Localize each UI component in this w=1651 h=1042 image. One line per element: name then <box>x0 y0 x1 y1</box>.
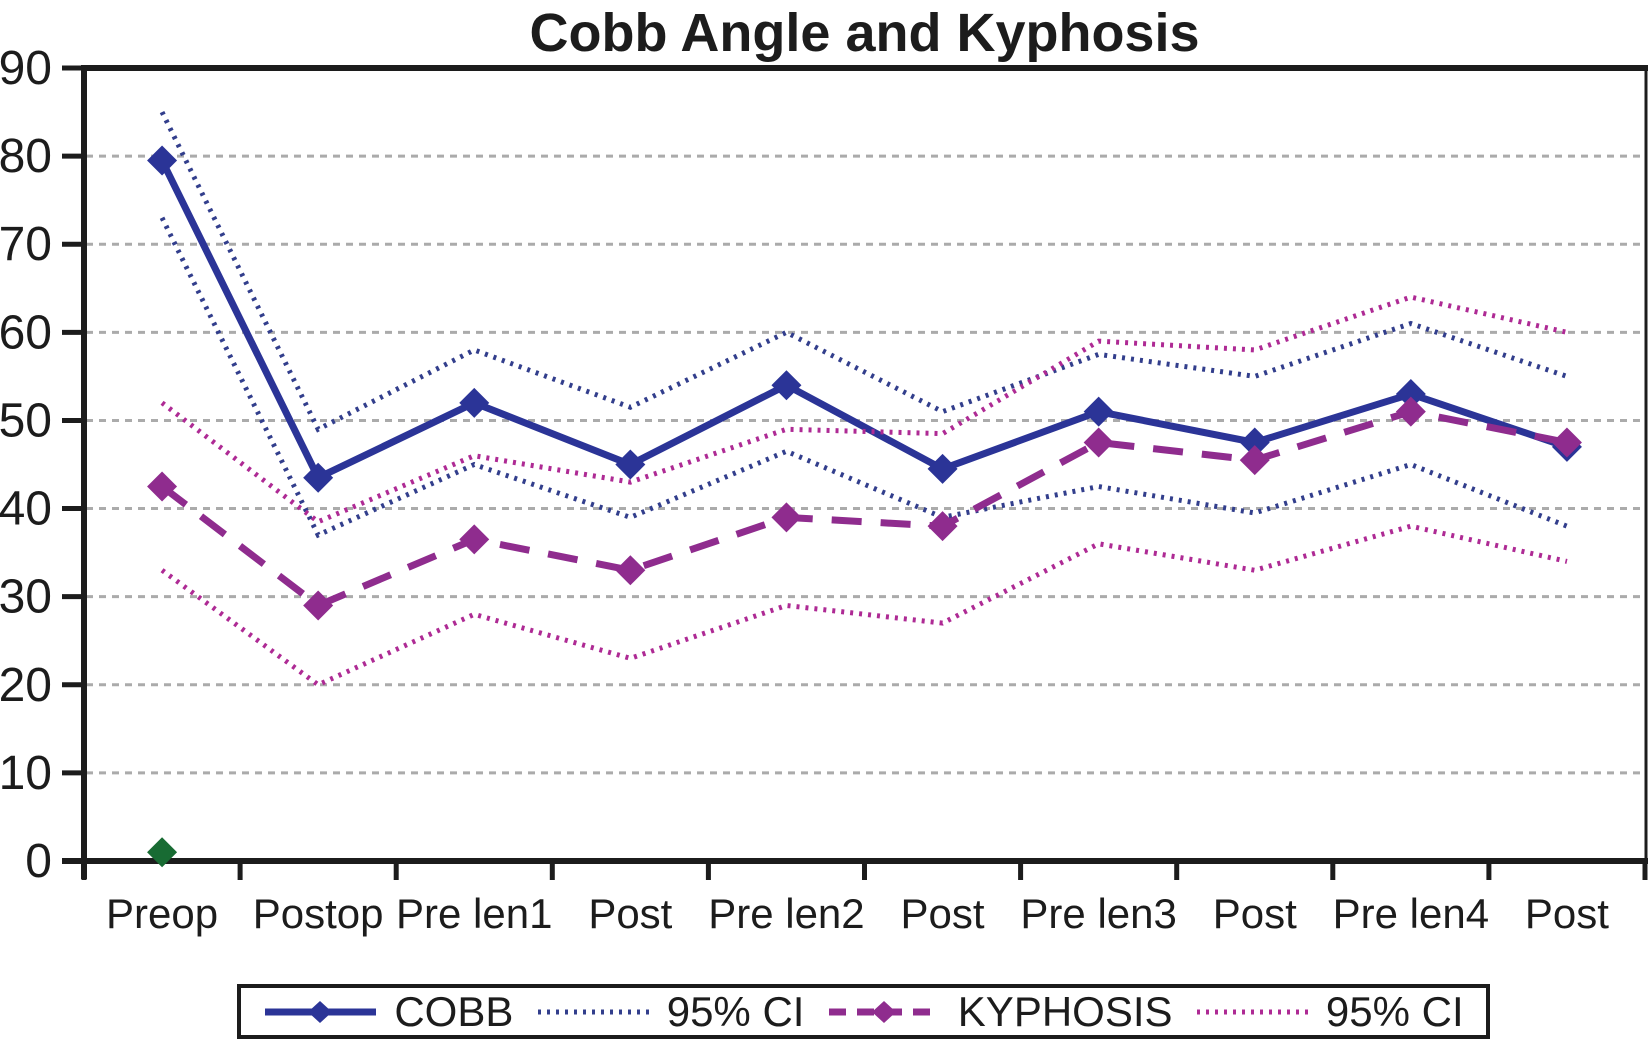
data-point-marker-cobb <box>771 370 802 401</box>
series-line-95-ci-4 <box>160 294 1568 525</box>
data-point-marker-kyphosis <box>1551 427 1582 458</box>
legend-sample-diamond-icon <box>871 1000 896 1023</box>
y-tick-label: 10 <box>0 747 52 800</box>
legend-line-sample-cobb <box>265 1000 377 1023</box>
legend-sample-diamond-icon <box>308 1000 333 1023</box>
data-point-marker-kyphosis <box>1239 445 1270 476</box>
data-point-marker-kyphosis <box>303 590 334 621</box>
data-point-marker-cobb <box>1239 427 1270 458</box>
legend-label-95-ci-1: 95% CI <box>666 987 805 1035</box>
series-line-95-ci-1 <box>159 110 1568 433</box>
x-tick-label: Post <box>1213 890 1297 937</box>
chart-title: Cobb Angle and Kyphosis <box>529 3 1200 63</box>
y-tick-label: 40 <box>0 483 52 536</box>
y-tick-label: 0 <box>25 835 52 888</box>
y-tick-label: 80 <box>0 130 52 183</box>
y-tick-label: 90 <box>0 42 52 95</box>
legend-line-sample-95-ci <box>537 1009 649 1014</box>
x-tick-label: Post <box>901 890 985 937</box>
data-point-marker-kyphosis <box>615 555 646 586</box>
x-tick-label: Postop <box>253 890 384 937</box>
data-point-marker-cobb <box>1395 379 1426 410</box>
series-line-95-ci-lower-kyphosis-5 <box>160 523 1568 688</box>
x-tick-label: Post <box>588 890 672 937</box>
data-point-marker-kyphosis <box>927 511 958 542</box>
legend-item-95-ci-1: 95% CI <box>536 987 805 1036</box>
legend-item-cobb-0: COBB <box>263 988 513 1036</box>
data-point-marker-cobb <box>459 387 490 418</box>
legend-line-sample-kyphosis <box>828 1000 940 1023</box>
data-point-marker-cobb <box>1083 396 1114 427</box>
data-point-marker-kyphosis <box>1395 396 1426 427</box>
data-point-marker-cobb <box>147 145 178 176</box>
data-point-marker-cobb <box>303 462 334 493</box>
chart-legend: COBB 95% CI KYPHOSIS 95% CI <box>237 984 1490 1039</box>
legend-item-kyphosis-2: KYPHOSIS <box>827 988 1173 1036</box>
data-point-marker-cobb <box>615 449 646 480</box>
data-point-marker-kyphosis <box>147 471 178 502</box>
data-point-marker-green-point <box>147 837 178 868</box>
legend-item-95-ci-3: 95% CI <box>1195 988 1464 1036</box>
legend-label-kyphosis-2: KYPHOSIS <box>957 987 1173 1035</box>
data-point-marker-kyphosis <box>771 502 802 533</box>
x-tick-label: Pre len3 <box>1020 890 1176 937</box>
legend-line-sample-95-ci <box>1196 1009 1308 1014</box>
data-point-marker-cobb <box>927 453 958 484</box>
series-line-95-ci-lower-cobb-2 <box>159 216 1568 539</box>
data-point-marker-kyphosis <box>1083 427 1114 458</box>
x-tick-label: Pre len1 <box>396 890 552 937</box>
x-tick-label: Pre len2 <box>708 890 864 937</box>
series-line-cobb-0 <box>158 158 1569 483</box>
legend-label-95-ci-3: 95% CI <box>1325 987 1464 1035</box>
data-point-marker-kyphosis <box>459 524 490 555</box>
y-tick-label: 50 <box>0 394 52 447</box>
legend-label-cobb-0: COBB <box>394 987 514 1035</box>
x-tick-label: Preop <box>106 890 218 937</box>
x-tick-label: Post <box>1525 890 1609 937</box>
y-tick-label: 20 <box>0 659 52 712</box>
y-tick-label: 70 <box>0 218 52 271</box>
x-tick-label: Pre len4 <box>1333 890 1489 937</box>
y-tick-label: 30 <box>0 571 52 624</box>
y-tick-label: 60 <box>0 306 52 359</box>
